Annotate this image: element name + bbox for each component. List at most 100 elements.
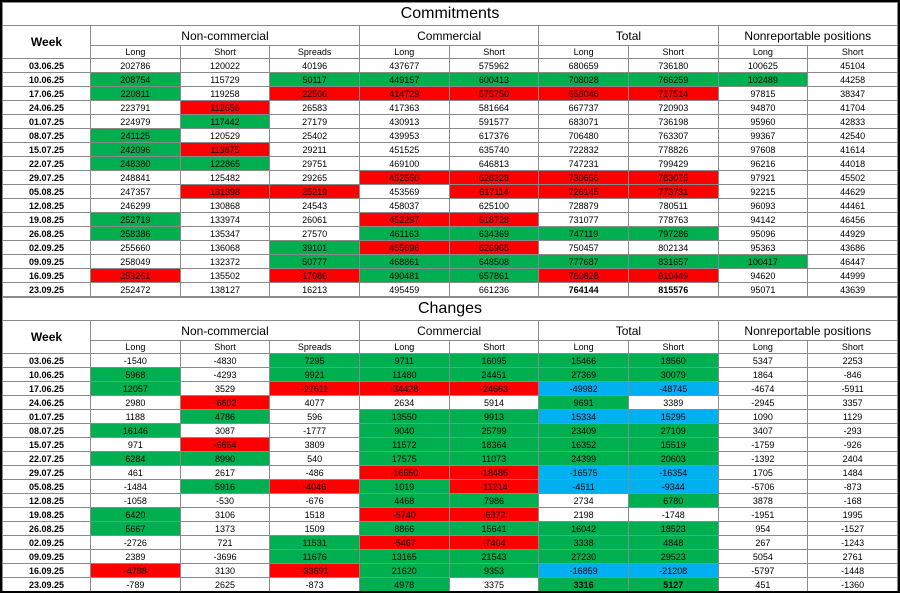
value-cell: 3809 xyxy=(269,437,360,452)
value-cell: 4978 xyxy=(358,577,450,591)
column-header-total-long: Long xyxy=(538,45,629,59)
value-cell: -873 xyxy=(269,577,360,591)
value-cell: 600413 xyxy=(448,72,540,87)
value-cell: 15334 xyxy=(538,409,629,424)
value-cell: 94620 xyxy=(717,268,809,283)
value-cell: -5740 xyxy=(358,507,450,522)
column-header-non-commercial-long: Long xyxy=(90,45,181,59)
value-cell: 437677 xyxy=(358,58,450,73)
value-cell: 40196 xyxy=(269,58,360,73)
value-cell: 46456 xyxy=(807,212,898,227)
value-cell: -1392 xyxy=(717,451,809,466)
value-cell: 9913 xyxy=(448,409,540,424)
value-cell: 224979 xyxy=(90,114,181,129)
table-row: 16.09.25 -4788 3130 -33691 21620 9353 -16859 -2… xyxy=(2,563,898,578)
table-row: 08.07.25 16146 3087 -1777 9040 25799 23409 2710… xyxy=(2,423,898,438)
value-cell: 540 xyxy=(269,451,360,466)
value-cell: 575962 xyxy=(448,58,540,73)
week-column-header: Week xyxy=(2,320,91,354)
value-cell: 2625 xyxy=(179,577,271,591)
value-cell: 721 xyxy=(179,535,271,550)
value-cell: 461 xyxy=(90,465,181,480)
value-cell: 747231 xyxy=(538,156,629,171)
value-cell: -6372 xyxy=(448,507,540,522)
value-cell: -4830 xyxy=(179,353,271,368)
value-cell: -2945 xyxy=(717,395,809,410)
value-cell: 27230 xyxy=(538,549,629,564)
value-cell: 25402 xyxy=(269,128,360,143)
week-cell: 24.06.25 xyxy=(2,395,91,410)
value-cell: 9353 xyxy=(448,563,540,578)
column-header-non-commercial-short: Short xyxy=(179,340,271,354)
commitments-title: Commitments xyxy=(2,2,898,26)
week-cell: 03.06.25 xyxy=(2,353,91,368)
value-cell: 799429 xyxy=(627,156,719,171)
value-cell: 112656 xyxy=(179,100,271,115)
value-cell: -293 xyxy=(807,423,898,438)
value-cell: 667737 xyxy=(538,100,629,115)
value-cell: 2198 xyxy=(538,507,629,522)
value-cell: 16352 xyxy=(538,437,629,452)
week-cell: 12.08.25 xyxy=(2,198,91,213)
value-cell: 778763 xyxy=(627,212,719,227)
value-cell: 458037 xyxy=(358,198,450,213)
value-cell: 815576 xyxy=(627,282,719,297)
value-cell: 24451 xyxy=(448,367,540,382)
value-cell: 15466 xyxy=(538,353,629,368)
value-cell: 25219 xyxy=(269,184,360,199)
table-row: 02.09.25 255660 136068 39101 455696 626965 750… xyxy=(2,240,898,255)
value-cell: 661236 xyxy=(448,282,540,297)
value-cell: 258386 xyxy=(90,226,181,241)
value-cell: -846 xyxy=(807,367,898,382)
value-cell: 44629 xyxy=(807,184,898,199)
value-cell: 760828 xyxy=(538,268,629,283)
value-cell: 115729 xyxy=(179,72,271,87)
column-header-commercial-short: Short xyxy=(448,45,540,59)
value-cell: 21620 xyxy=(358,563,450,578)
value-cell: 12057 xyxy=(90,381,181,396)
value-cell: 44999 xyxy=(807,268,898,283)
column-header-commercial-long: Long xyxy=(358,340,450,354)
value-cell: -18485 xyxy=(448,465,540,480)
table-row: 08.07.25 241125 120529 25402 439953 617376 706… xyxy=(2,128,898,143)
value-cell: -1448 xyxy=(807,563,898,578)
value-cell: -4511 xyxy=(538,479,629,494)
value-cell: 18364 xyxy=(448,437,540,452)
value-cell: 96216 xyxy=(717,156,809,171)
value-cell: 1518 xyxy=(269,507,360,522)
value-cell: 27179 xyxy=(269,114,360,129)
table-row: 24.06.25 223791 112656 26583 417363 581664 667… xyxy=(2,100,898,115)
value-cell: 449157 xyxy=(358,72,450,87)
week-cell: 19.08.25 xyxy=(2,507,91,522)
week-cell: 23.09.25 xyxy=(2,282,91,297)
value-cell: 717514 xyxy=(627,86,719,101)
value-cell: 766259 xyxy=(627,72,719,87)
table-row: 09.09.25 2389 -3696 11676 13165 21543 27230 295… xyxy=(2,549,898,564)
value-cell: -2726 xyxy=(90,535,181,550)
value-cell: 1019 xyxy=(358,479,450,494)
value-cell: 29751 xyxy=(269,156,360,171)
value-cell: 764144 xyxy=(538,282,629,297)
table-row: 01.07.25 1188 4786 596 13550 9913 15334 15295 10… xyxy=(2,409,898,424)
week-cell: 26.08.25 xyxy=(2,226,91,241)
week-cell: 09.09.25 xyxy=(2,254,91,269)
value-cell: 43686 xyxy=(807,240,898,255)
week-cell: 26.08.25 xyxy=(2,521,91,536)
column-header-non-commercial-short: Short xyxy=(179,45,271,59)
value-cell: 3338 xyxy=(538,535,629,550)
value-cell: 253261 xyxy=(90,268,181,283)
value-cell: 97921 xyxy=(717,170,809,185)
value-cell: 417363 xyxy=(358,100,450,115)
group-header-commercial: Commercial xyxy=(358,320,540,341)
week-cell: 09.09.25 xyxy=(2,549,91,564)
value-cell: 1995 xyxy=(807,507,898,522)
value-cell: 95960 xyxy=(717,114,809,129)
value-cell: 23409 xyxy=(538,423,629,438)
value-cell: -926 xyxy=(807,437,898,452)
week-cell: 15.07.25 xyxy=(2,437,91,452)
value-cell: -16859 xyxy=(538,563,629,578)
table-row: 05.08.25 247357 131398 25219 453569 617114 726… xyxy=(2,184,898,199)
value-cell: 29265 xyxy=(269,170,360,185)
value-cell: 17575 xyxy=(358,451,450,466)
value-cell: 722832 xyxy=(538,142,629,157)
